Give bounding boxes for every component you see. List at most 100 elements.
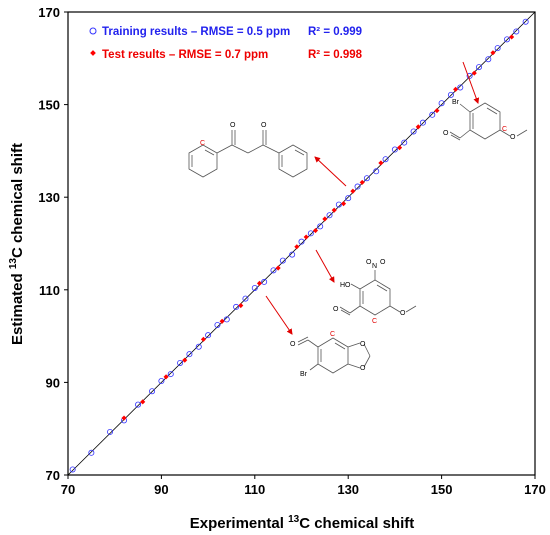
training-point [419, 119, 426, 126]
legend-training-marker [89, 27, 97, 35]
annotation-arrow-1 [462, 61, 480, 104]
training-point [242, 295, 249, 302]
training-point [447, 91, 454, 98]
legend-training-label: Training results – RMSE = 0.5 ppm [102, 26, 290, 38]
legend: Training results – RMSE = 0.5 ppm R² = 0… [89, 26, 363, 61]
y-tick-label: 110 [39, 283, 60, 298]
training-point [326, 212, 333, 219]
training-point [251, 284, 258, 291]
test-point [331, 207, 337, 213]
legend-test-marker [90, 50, 96, 56]
training-point [233, 303, 240, 310]
test-point [434, 108, 440, 114]
training-point [391, 146, 398, 153]
identity-line [67, 11, 536, 476]
y-tick-label: 70 [46, 468, 60, 483]
atom-n: N [372, 263, 377, 270]
atom-c-highlight-3: C [372, 318, 377, 325]
atom-c-highlight-2: C [200, 140, 205, 147]
x-tick-label: 110 [244, 482, 265, 497]
atom-br-2: Br [300, 371, 308, 378]
test-point [303, 234, 309, 240]
training-point [401, 139, 408, 146]
test-point [312, 227, 319, 234]
annotation-arrow-2 [314, 156, 347, 187]
atom-br-1: Br [452, 99, 460, 106]
annotation-arrow-3 [315, 249, 335, 283]
atom-o-10: O [360, 341, 366, 348]
training-point [429, 111, 436, 118]
atom-c-highlight-1: C [502, 126, 507, 133]
test-point [415, 124, 421, 130]
test-point [256, 280, 263, 286]
test-point [490, 50, 496, 56]
training-point [438, 100, 445, 107]
training-point [195, 343, 202, 350]
training-point [410, 128, 417, 135]
training-point [289, 251, 296, 258]
training-point [261, 278, 268, 285]
training-point [475, 64, 482, 71]
training-point [354, 183, 361, 190]
training-point [485, 56, 492, 63]
test-point [140, 399, 146, 405]
x-axis-ticks: 70 90 110 130 150 170 [61, 475, 546, 497]
atom-o-1: O [443, 130, 449, 137]
annotation-arrow-4 [265, 295, 293, 335]
test-point [340, 201, 347, 207]
x-axis-label: Experimental 13C chemical shift [190, 514, 415, 532]
test-point [219, 318, 225, 324]
test-point [200, 336, 206, 342]
atom-o-6: O [380, 259, 386, 266]
training-point [186, 351, 193, 358]
test-point [121, 415, 127, 421]
training-point [279, 257, 286, 264]
atom-o-7: O [333, 306, 339, 313]
training-point [107, 428, 114, 435]
atom-o-9: O [290, 341, 296, 348]
training-point [513, 28, 520, 35]
test-point [238, 302, 244, 309]
atom-o-3: O [230, 122, 236, 129]
plot-frame [67, 11, 536, 476]
training-point [223, 316, 230, 323]
training-point [335, 201, 342, 208]
x-tick-label: 130 [337, 482, 359, 497]
data-points [69, 18, 529, 473]
test-point [350, 188, 356, 194]
molecule-bromobenzodioxole [297, 336, 371, 374]
training-point [363, 175, 370, 182]
training-point [494, 45, 501, 52]
training-point [149, 388, 156, 395]
training-point [69, 466, 76, 473]
legend-test-label: Test results – RMSE = 0.7 ppm [102, 49, 268, 61]
test-point [359, 179, 365, 185]
training-point [167, 371, 174, 378]
test-point [294, 244, 300, 250]
y-tick-label: 170 [38, 5, 60, 20]
training-point [345, 195, 352, 202]
molecule-bromomethoxybenzaldehyde [449, 102, 528, 141]
test-point [322, 216, 328, 222]
training-point [270, 267, 277, 274]
training-point [522, 18, 529, 25]
test-point [471, 70, 477, 76]
test-point [163, 374, 169, 380]
training-point [382, 156, 389, 163]
training-point [214, 321, 221, 328]
atom-o-4: O [261, 122, 267, 129]
legend-test-r2: R² = 0.998 [308, 49, 363, 61]
test-point [275, 265, 281, 271]
training-point [317, 223, 324, 230]
y-tick-label: 90 [46, 375, 60, 390]
atom-o-2: O [510, 134, 516, 141]
x-tick-label: 90 [154, 482, 168, 497]
training-point [88, 449, 95, 456]
atom-o-11: O [360, 365, 366, 372]
training-point [158, 378, 165, 385]
training-point [177, 359, 184, 366]
x-tick-label: 170 [524, 482, 546, 497]
atom-o-8: O [400, 310, 406, 317]
x-tick-label: 70 [61, 482, 75, 497]
